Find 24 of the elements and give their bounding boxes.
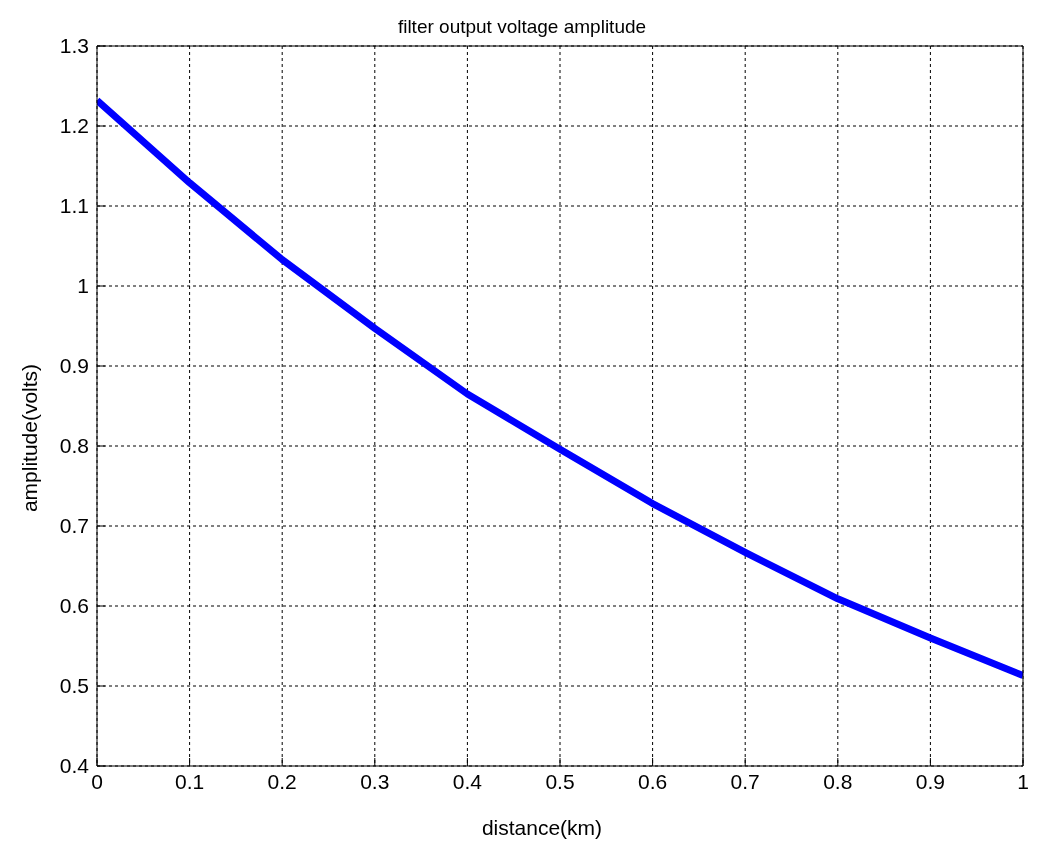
x-tick-label: 0: [91, 769, 103, 793]
x-tick-label: 1: [1017, 769, 1029, 793]
chart-title: filter output voltage amplitude: [397, 16, 647, 37]
x-axis-title: distance(km): [480, 816, 604, 840]
y-tick-label: 1.2: [59, 114, 89, 138]
x-tick-label: 0.2: [267, 769, 297, 793]
x-tick-label: 0.7: [730, 769, 760, 793]
x-tick-label: 0.5: [545, 769, 575, 793]
y-tick-label: 0.6: [59, 594, 89, 618]
y-tick-label: 0.5: [59, 674, 89, 698]
y-tick-label: 0.9: [59, 354, 89, 378]
y-tick-label: 1: [77, 274, 89, 298]
y-tick-label: 0.7: [59, 514, 89, 538]
x-tick-label: 0.1: [175, 769, 205, 793]
y-tick-label: 0.8: [59, 434, 89, 458]
y-tick-label: 1.1: [59, 194, 89, 218]
y-tick-label: 1.3: [59, 34, 89, 58]
y-axis-title: amplitude(volts): [18, 363, 42, 513]
x-tick-label: 0.3: [360, 769, 390, 793]
x-tick-label: 0.6: [638, 769, 668, 793]
x-tick-label: 0.9: [915, 769, 945, 793]
y-tick-label: 0.4: [59, 754, 90, 778]
x-tick-label: 0.4: [452, 769, 483, 793]
x-tick-label: 0.8: [823, 769, 853, 793]
